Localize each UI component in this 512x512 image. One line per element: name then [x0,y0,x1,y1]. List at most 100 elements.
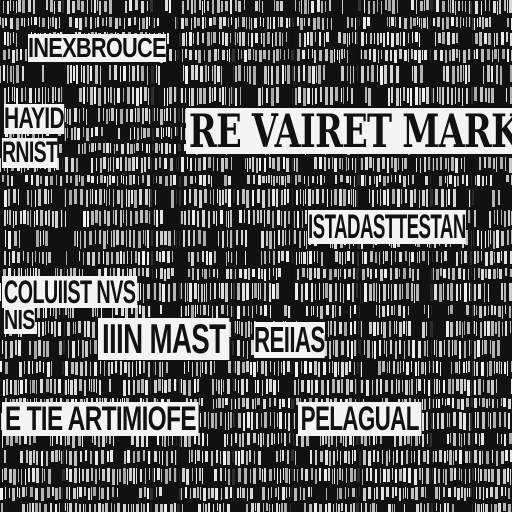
texture-stroke [255,398,256,409]
texture-stroke [396,88,399,106]
texture-stroke [419,18,420,27]
texture-stroke [25,269,26,280]
texture-stroke [343,189,346,206]
texture-stroke [258,283,259,300]
texture-stroke [104,189,105,203]
texture-stroke [418,361,419,376]
texture-stroke [2,18,4,28]
texture-stroke [447,450,448,461]
texture-stroke [329,284,332,302]
texture-stroke [199,175,202,185]
texture-stroke [129,0,132,11]
texture-stroke [475,468,476,481]
texture-stroke [459,450,462,464]
texture-stroke [248,33,249,46]
texture-stroke [379,175,381,182]
texture-stroke [267,434,269,447]
texture-stroke [459,341,461,359]
texture-rule [0,106,512,108]
texture-stroke [238,49,239,60]
texture-stroke [476,322,477,336]
texture-stroke [288,211,290,224]
texture-stroke [377,190,378,204]
texture-stroke [117,176,118,186]
texture-stroke [452,340,453,356]
texture-rule [0,47,512,49]
texture-stroke [191,305,194,318]
texture-stroke [509,158,512,173]
texture-stroke [489,211,491,228]
texture-stroke [159,252,161,262]
texture-stroke [289,230,290,245]
texture-stroke [489,361,492,376]
texture-stroke [136,504,139,512]
texture-stroke [338,362,339,375]
texture-stroke [90,17,92,29]
texture-stroke [468,361,470,372]
texture-stroke [253,210,255,225]
texture-stroke [363,488,366,501]
texture-stroke [169,0,171,13]
texture-stroke [237,361,240,375]
texture-stroke [510,469,511,485]
texture-stroke [214,283,216,299]
texture-stroke [507,0,508,13]
texture-stroke [452,0,454,13]
texture-stroke [36,210,38,225]
texture-stroke [218,380,220,394]
texture-stroke [326,32,329,42]
texture-stroke [483,503,484,512]
texture-stroke [330,321,332,335]
texture-stroke [4,88,6,104]
texture-stroke [238,17,239,27]
texture-stroke [316,189,319,204]
texture-stroke [383,176,386,186]
texture-stroke [197,18,200,26]
texture-stroke [319,32,321,46]
texture-stroke [230,230,233,248]
texture-stroke [33,0,35,14]
texture-stroke [193,488,196,498]
texture-stroke [481,49,484,62]
texture-stroke [324,157,326,171]
texture-stroke [459,50,460,62]
texture-stroke [274,362,275,375]
texture-stroke [314,251,315,262]
texture-stroke [337,488,338,500]
texture-stroke [76,158,78,172]
texture-stroke [488,269,491,279]
texture-stroke [43,341,45,357]
texture-stroke [10,66,12,82]
texture-stroke [81,65,82,82]
texture-stroke [87,175,90,182]
texture-stroke [214,65,216,84]
texture-stroke [228,189,231,207]
texture-stroke [13,66,14,84]
texture-stroke [202,17,204,29]
texture-stroke [50,433,51,446]
texture-stroke [301,252,302,264]
texture-stroke [247,412,250,428]
texture-stroke [208,211,210,228]
texture-stroke [442,32,445,44]
texture-stroke [252,269,255,277]
texture-stroke [322,18,324,30]
texture-stroke [329,341,331,359]
texture-stroke [147,503,149,512]
texture-stroke [164,380,167,393]
texture-stroke [311,1,314,13]
texture-stroke [132,157,135,171]
texture-stroke [84,231,86,248]
texture-stroke [374,33,375,44]
texture-stroke [258,434,259,445]
texture-stroke [48,469,51,484]
texture-stroke [443,66,445,81]
texture-stroke [3,50,6,60]
texture-stroke [35,190,36,207]
texture-stroke [162,379,163,393]
texture-stroke [156,269,157,278]
texture-rule [0,155,512,157]
texture-stroke [210,283,211,300]
texture-stroke [237,488,239,498]
texture-stroke [408,306,409,315]
